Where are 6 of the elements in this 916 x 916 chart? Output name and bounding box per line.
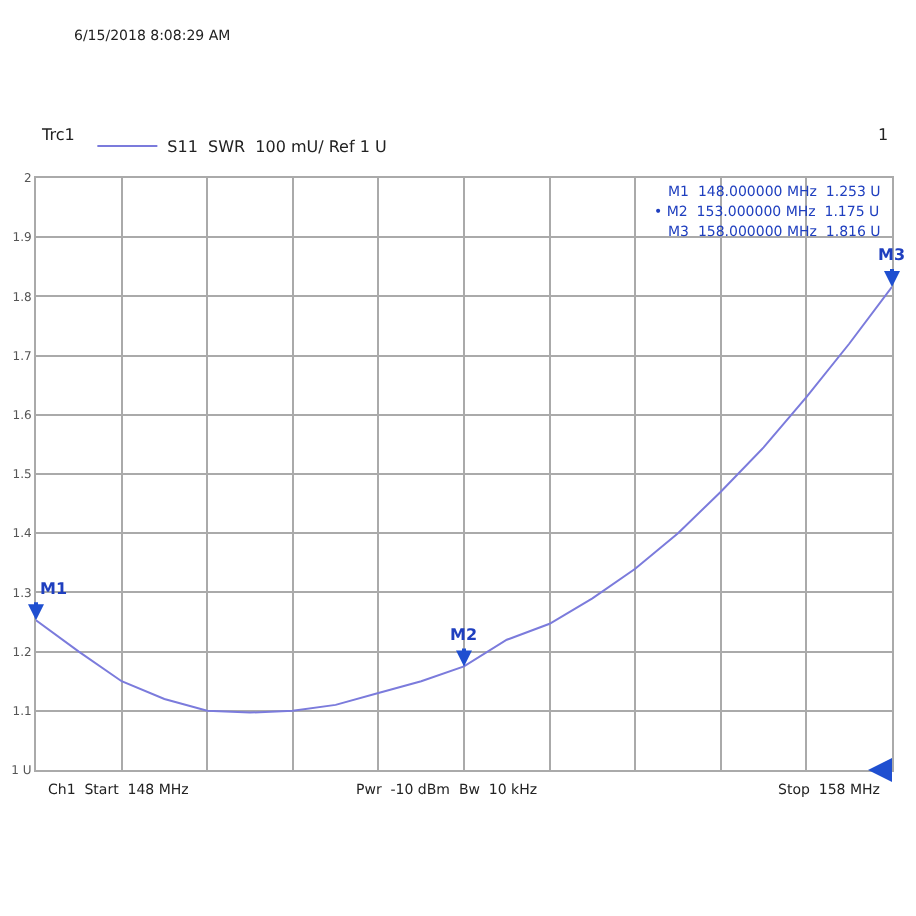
annotation: M2 <box>450 626 478 644</box>
text: 1 <box>878 126 889 144</box>
annotation: M3 <box>878 246 906 264</box>
text: Trc1 <box>40 126 75 144</box>
annotation: M1 <box>40 580 68 598</box>
legend-label: S11 SWR 100 mU/ Ref 1 U <box>167 138 387 157</box>
